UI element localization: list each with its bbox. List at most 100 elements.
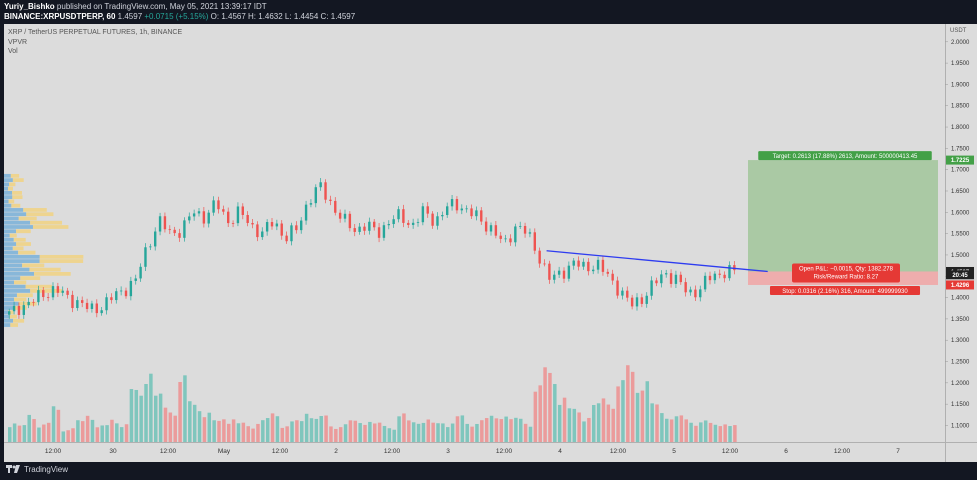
volume-bar — [168, 412, 173, 442]
candle-body — [626, 290, 629, 298]
target-label-box — [758, 151, 932, 161]
volume-bar — [728, 426, 732, 442]
price-change: +0.0715 (+5.15%) — [144, 12, 209, 21]
volume-bar — [606, 404, 611, 442]
candle-body — [37, 290, 40, 303]
candle-body — [557, 270, 561, 275]
candle-body — [402, 209, 405, 223]
volume-bar — [441, 423, 445, 442]
candle-body — [387, 224, 390, 226]
stop-label: Stop: 0.0316 (2.16%) 316, Amount: 499999… — [782, 289, 908, 295]
price-tick-label: 1.9500 — [951, 61, 970, 67]
candle-body — [51, 286, 55, 298]
volume-bar — [523, 423, 528, 442]
time-axis[interactable] — [4, 442, 945, 462]
vpvr-bar-down — [8, 310, 14, 315]
candle-body — [212, 200, 215, 213]
candle-body — [480, 210, 483, 222]
volume-bar — [192, 404, 197, 442]
volume-bar — [353, 420, 358, 442]
candle-body — [144, 247, 147, 267]
vpvr-bar-down — [16, 229, 31, 234]
price-tick-label: 1.5000 — [951, 253, 970, 259]
candle-body — [334, 200, 337, 213]
volume-bar — [660, 413, 664, 442]
candle-body — [222, 209, 225, 212]
vol-legend[interactable]: Vol — [8, 48, 18, 55]
vpvr-bar-down — [34, 272, 71, 276]
time-tick-label: 30 — [109, 448, 117, 455]
candle-body — [22, 305, 25, 315]
candle-body — [630, 297, 634, 307]
candle-body — [81, 300, 84, 303]
volume-bar — [494, 418, 499, 442]
volume-bar — [616, 386, 620, 442]
vpvr-bar-down — [12, 178, 24, 182]
vpvr-bar-down — [39, 254, 84, 259]
volume-bar — [309, 418, 314, 442]
candle-body — [17, 305, 21, 315]
volume-bar — [95, 427, 100, 442]
candle-body — [665, 273, 668, 275]
volume-bar — [528, 426, 533, 442]
volume-bar — [509, 419, 513, 442]
candle-body — [650, 280, 653, 296]
price-badge: 1.4296 — [951, 283, 970, 289]
vpvr-bar-up — [4, 246, 13, 251]
volume-bar — [650, 403, 654, 442]
last-price: 1.4597 — [117, 12, 143, 21]
volume-bar — [689, 422, 693, 442]
vpvr-bar-up — [4, 301, 19, 306]
candle-body — [475, 210, 478, 217]
vpvr-bar-down — [26, 212, 54, 217]
candle-body — [689, 289, 692, 293]
vpvr-bar-up — [4, 297, 15, 302]
vpvr-legend[interactable]: VPVR — [8, 39, 28, 46]
candle-body — [139, 266, 142, 279]
candle-body — [460, 208, 463, 211]
candle-body — [290, 225, 293, 242]
vpvr-bar-up — [4, 208, 24, 212]
symbol-info: BINANCE:XRPUSDTPERP, 60 1.4597 +0.0715 (… — [4, 12, 355, 21]
vpvr-bar-down — [10, 173, 20, 178]
risk-reward-label: Risk/Reward Ratio: 8.27 — [814, 274, 879, 280]
candle-body — [421, 206, 425, 223]
symbol-name: BINANCE:XRPUSDTPERP, 60 — [4, 12, 116, 21]
volume-bar — [90, 419, 95, 442]
candle-body — [733, 265, 736, 271]
volume-bar — [446, 427, 450, 442]
candle-body — [319, 182, 322, 188]
volume-bar — [348, 420, 353, 442]
vpvr-bar-up — [4, 199, 9, 204]
candle-body — [640, 297, 644, 304]
candle-body — [46, 297, 50, 298]
price-axis[interactable] — [945, 24, 977, 442]
volume-bar — [411, 422, 416, 442]
volume-bar — [392, 429, 396, 442]
vpvr-bar-down — [9, 314, 17, 319]
volume-bar — [489, 415, 494, 442]
time-tick-label: 12:00 — [834, 448, 851, 455]
price-badge-box — [946, 280, 974, 290]
candle-body — [124, 290, 128, 297]
candle-body — [699, 289, 702, 298]
volume-bar — [572, 408, 577, 442]
candle-body — [197, 211, 201, 214]
candle-body — [504, 238, 507, 240]
tradingview-brand[interactable]: TradingView — [24, 464, 69, 474]
volume-bar — [334, 428, 338, 442]
volume-bar — [285, 426, 289, 442]
vpvr-bar-up — [4, 173, 11, 178]
volume-bar — [426, 419, 431, 442]
vpvr-bar-up — [4, 293, 17, 298]
chart-legend-title: XRP / TetherUS PERPETUAL FUTURES, 1h, BI… — [8, 29, 183, 36]
candle-body — [338, 212, 342, 219]
candle-body — [12, 305, 16, 312]
candle-body — [280, 223, 283, 236]
volume-bar — [470, 426, 474, 442]
candle-body — [669, 273, 673, 284]
volume-bar — [51, 406, 56, 442]
author-name[interactable]: Yuriy_Bishko — [4, 2, 55, 11]
time-tick-label: 4 — [558, 448, 562, 455]
